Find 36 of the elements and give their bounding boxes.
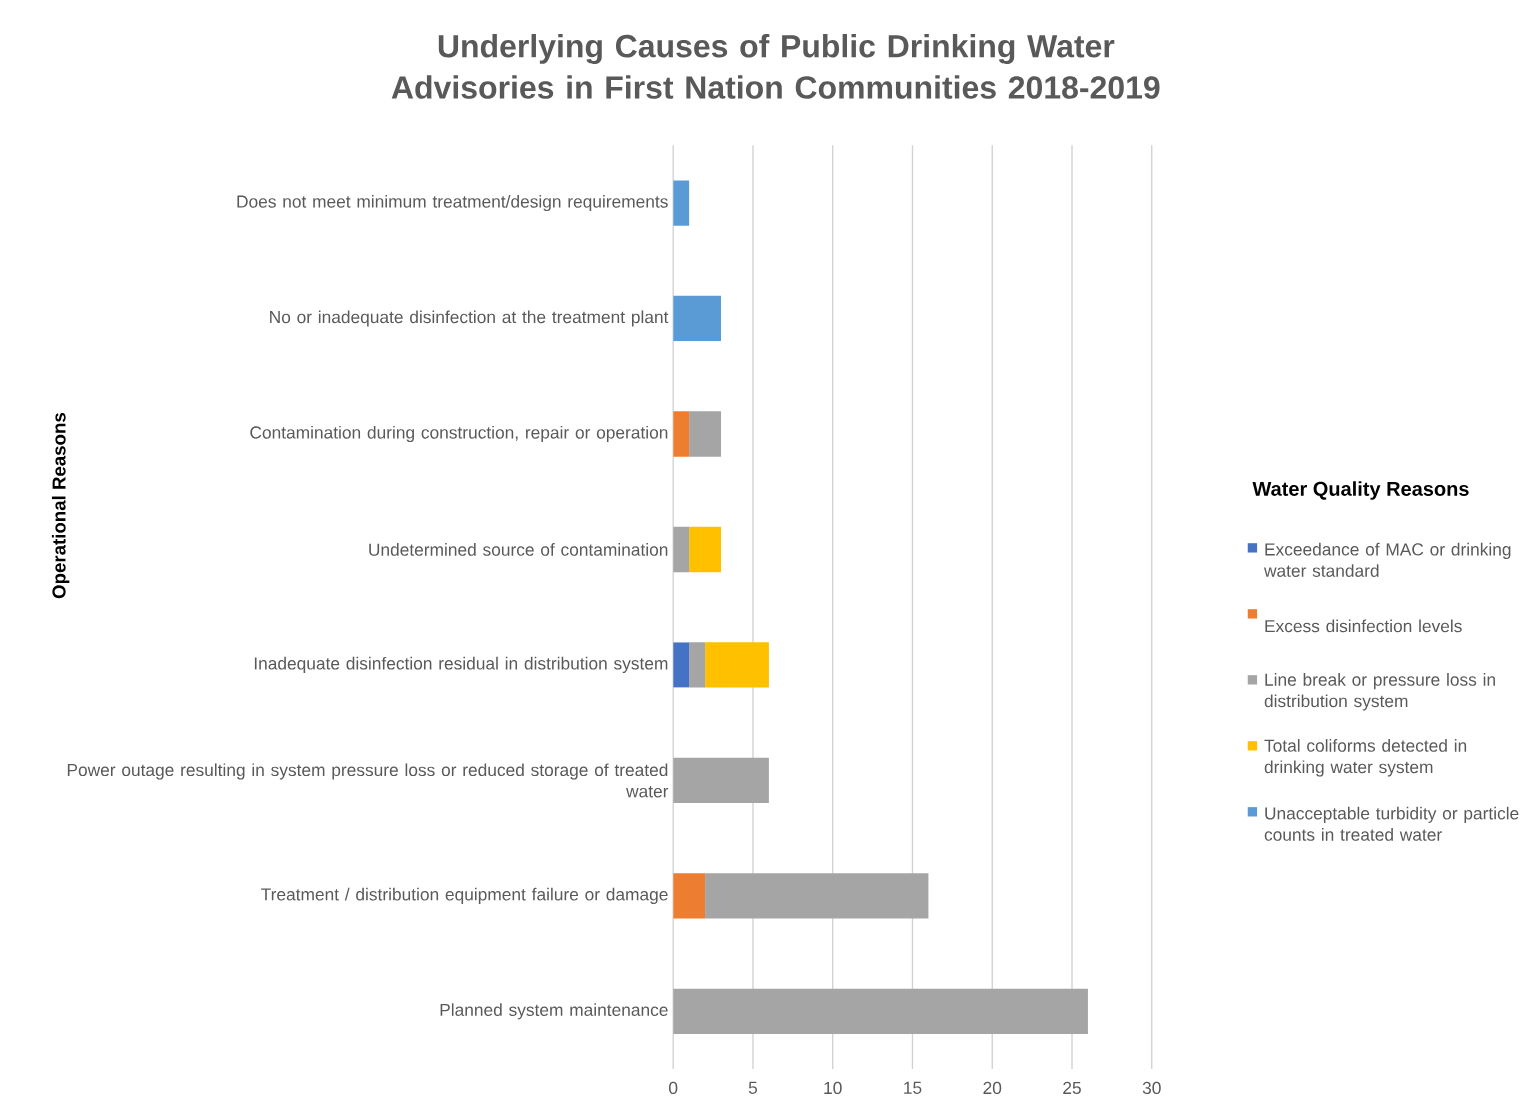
x-tick-label: 15 xyxy=(904,1081,922,1095)
legend-label: Exceedance of MAC or drinking water standard xyxy=(1263,542,1511,578)
x-tick-label: 10 xyxy=(824,1081,842,1095)
x-tick-label: 5 xyxy=(748,1081,758,1095)
legend-label: Unacceptable turbidity or particle counts in treated water xyxy=(1264,806,1519,841)
bar xyxy=(673,642,690,688)
y-tick-label: Power outage resulting in system pressure loss or reduced storage of treated water xyxy=(67,763,669,798)
x-tick-label: 25 xyxy=(1063,1081,1081,1095)
y-axis-title: Operational Reasons xyxy=(51,413,70,599)
bar xyxy=(673,411,690,457)
legend-label: Line break or pressure loss in distribution system xyxy=(1264,673,1495,711)
x-tick-label: 0 xyxy=(669,1081,678,1095)
y-tick-label: Planned system maintenance xyxy=(440,1003,668,1020)
bar xyxy=(673,295,722,342)
chart-title: Underlying Causes of Public Drinking Water Advisories in First Nation Communities 2018-2019 xyxy=(391,34,1160,99)
bar xyxy=(689,526,722,573)
bar xyxy=(673,526,690,573)
bar xyxy=(673,757,769,804)
bar xyxy=(673,873,706,919)
bar xyxy=(689,411,722,457)
bar xyxy=(705,873,929,919)
legend-label: Total coliforms detected in drinking water system xyxy=(1264,739,1467,777)
y-tick-label: Inadequate disinfection residual in distribution system xyxy=(254,656,668,674)
bar xyxy=(673,180,690,226)
legend-label: Excess disinfection levels xyxy=(1265,619,1462,633)
x-tick-label: 30 xyxy=(1142,1081,1161,1095)
legend-title: Water Quality Reasons xyxy=(1252,481,1469,500)
bar xyxy=(673,988,1088,1035)
y-tick-label: Treatment / distribution equipment failure or damage xyxy=(261,887,668,905)
x-tick-label: 20 xyxy=(983,1081,1002,1095)
bar xyxy=(705,642,769,688)
bar xyxy=(689,642,706,688)
y-tick-label: No or inadequate disinfection at the treatment plant xyxy=(270,310,669,327)
y-tick-label: Undetermined source of contamination xyxy=(369,543,668,556)
y-tick-label: Does not meet minimum treatment/design requirements xyxy=(237,195,668,212)
y-tick-label: Contamination during construction, repair or operation xyxy=(250,426,668,443)
